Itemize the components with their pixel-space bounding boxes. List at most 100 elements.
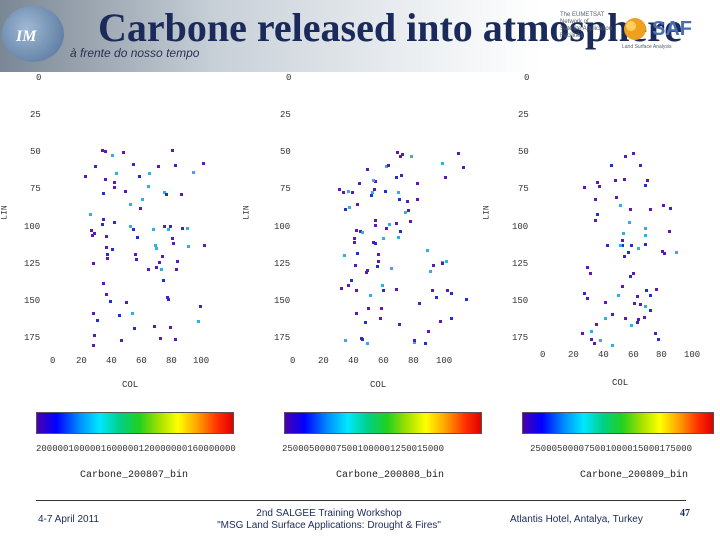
fire-pixel [638,164,642,168]
fire-pixel [89,212,93,216]
fire-pixel [348,206,352,210]
footer-workshop: 2nd SALGEE Training Workshop "MSG Land S… [214,508,444,532]
fire-pixel [643,183,647,187]
fire-pixel [152,227,156,231]
fire-pixel [166,297,170,301]
x-tick: 60 [378,356,389,366]
x-tick: 20 [76,356,87,366]
saf-logo-text: SAF [652,18,692,40]
fire-pixel [434,295,438,299]
fire-pixel [140,198,144,202]
fire-pixel [365,268,369,272]
fire-pixel [644,226,648,230]
fire-pixel [162,278,166,282]
colorbar-2 [284,412,482,434]
fire-pixel [629,208,633,212]
fire-pixel [186,245,190,249]
fire-pixel [171,241,175,245]
fire-pixel [111,153,114,157]
eumetsat-network-text: The EUMETSAT Network of Satellite Applic… [560,12,613,39]
fire-pixel [627,250,631,254]
fire-pixel [354,228,358,232]
fire-pixel [387,222,391,226]
fire-pixel [583,185,587,189]
fire-pixel [590,338,594,342]
fire-pixel [621,232,625,236]
fire-pixel [424,341,428,345]
fire-pixel [349,278,353,282]
fire-pixel [405,199,409,203]
fire-pixel [123,190,127,194]
fire-pixel [366,168,370,172]
y-axis-label-1: LIN [0,205,10,220]
y-tick: 50 [518,147,529,157]
x-tick: 40 [106,356,117,366]
fire-pixel [655,288,659,292]
fire-pixel [675,250,678,254]
x-tick: 40 [348,356,359,366]
y-tick: 175 [274,333,291,343]
fire-pixel [355,251,359,255]
fire-pixel [586,296,590,300]
x-tick: 40 [598,350,609,360]
fire-pixel [174,163,178,167]
fire-pixel [630,243,634,247]
fire-pixel [347,283,351,287]
colorbar-labels-3: 250005000075001000015000175000 [530,444,693,454]
fire-pixel [155,247,159,251]
fire-pixel [92,261,96,265]
fire-pixel [461,166,465,170]
fire-pixel [343,207,347,211]
fire-pixel [159,336,163,340]
header-band [0,0,720,72]
fire-pixel [357,182,361,186]
y-tick: 150 [274,296,291,306]
y-tick: 100 [24,222,41,232]
fire-pixel [92,343,96,347]
file-name-2: Carbone_200808_bin [336,470,445,481]
fire-pixel [464,298,468,302]
fire-pixel [404,210,408,214]
fire-pixel [370,193,374,197]
colorbar-labels-2: 250005000075001000001250015000 [282,444,445,454]
fire-pixel [153,325,157,329]
fire-pixel [355,202,359,206]
fire-pixel [166,295,170,299]
fire-pixel [645,289,649,293]
fire-pixel [443,175,447,179]
fire-pixel [620,285,624,289]
fire-pixel [365,341,369,345]
fire-pixel [410,154,414,158]
fire-pixel [371,179,375,183]
fire-pixel [370,190,374,194]
colorbar-1 [36,412,234,434]
y-tick: 75 [30,184,41,194]
footer-divider [36,500,686,501]
fire-pixel [163,224,167,228]
y-axis-label-2: LIN [242,205,252,220]
y-tick: 75 [280,184,291,194]
y-tick: 150 [512,296,529,306]
fire-pixel [373,179,377,183]
land-surface-text: Land Surface Analysis [622,44,672,50]
fire-pixel [104,293,108,297]
fire-pixel [390,266,393,270]
fire-pixel [660,250,664,254]
fire-pixel [661,203,665,207]
fire-pixel [379,316,383,320]
y-tick: 25 [518,110,529,120]
fire-pixel [407,208,411,212]
fire-pixel [669,207,673,211]
fire-pixel [131,312,135,316]
fire-pixel [639,302,643,306]
fire-pixel [118,313,122,317]
fire-pixel [656,338,660,342]
fire-pixel [147,268,151,272]
fire-pixel [373,187,377,191]
fire-pixel [593,341,597,345]
fire-pixel [108,300,112,304]
y-tick: 175 [512,333,529,343]
fire-pixel [83,175,87,179]
fire-pixel [375,265,379,269]
colorbar-3 [522,412,714,434]
